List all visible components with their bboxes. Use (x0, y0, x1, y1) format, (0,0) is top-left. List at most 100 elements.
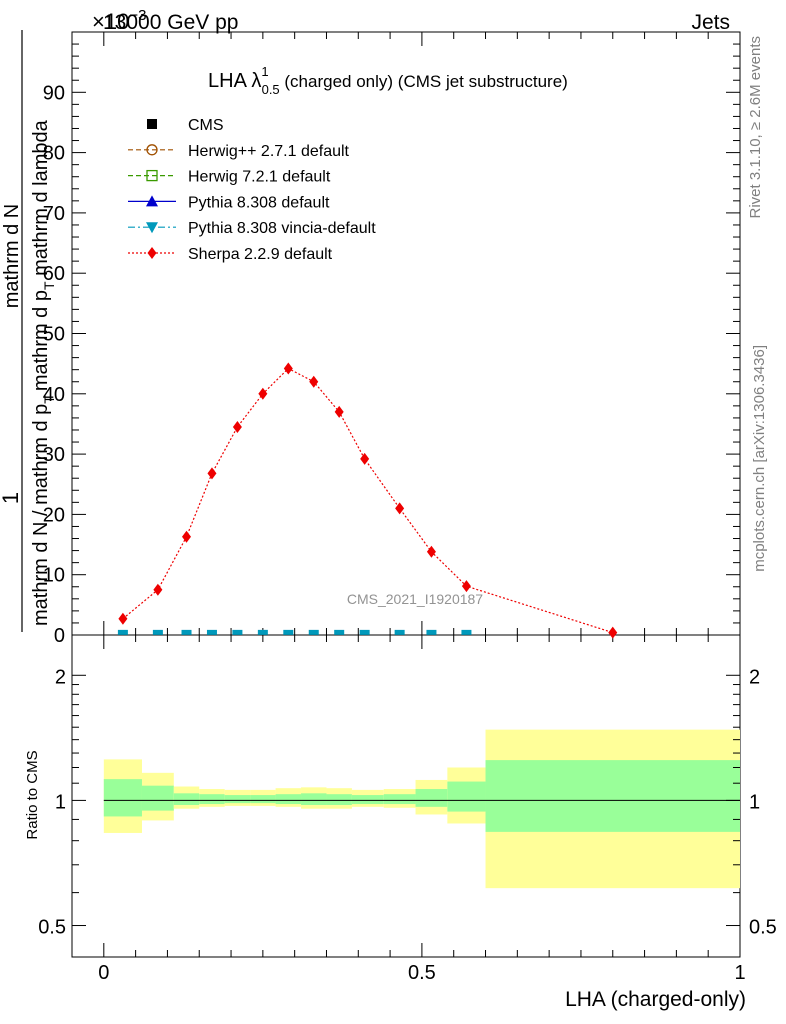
main-y-tick-label: 50 (43, 324, 65, 346)
ratio-band-inner (250, 795, 276, 804)
sherpa-point (461, 580, 471, 593)
ylabel-part-b: mathrm d p (30, 290, 52, 391)
header-process-label: Jets (691, 11, 730, 34)
plot-title-suffix: (charged only) (CMS jet substructure) (280, 72, 568, 91)
sherpa-point (426, 545, 436, 558)
sherpa-point (309, 375, 319, 388)
ylabel-part-b-sub: T (41, 281, 57, 290)
rivet-version-label: Rivet 3.1.10, ≥ 2.6M events (747, 36, 764, 219)
sherpa-line (122, 367, 613, 634)
main-y-tick-label: 90 (43, 82, 65, 104)
main-y-tick-label: 0 (54, 625, 65, 647)
cms-point (461, 629, 472, 635)
legend-entry-label: Herwig 7.2.1 default (188, 169, 331, 186)
main-plot-frame (71, 31, 741, 636)
x-tick-label: 0.5 (408, 962, 436, 984)
exponent-label: ×10−3 (92, 7, 146, 34)
cms-point (394, 629, 405, 635)
ylabel-part-a-sub: T (41, 395, 57, 404)
cms-point (206, 629, 217, 635)
ylabel-part-a: mathrm d N / mathrm d p (30, 404, 52, 626)
ylabel-top-part: mathrm d N / mathrm d pTmathrm d pT math… (30, 119, 57, 626)
sherpa-point (283, 362, 293, 375)
ratio-band-inner (224, 795, 251, 804)
sherpa-point (182, 530, 192, 543)
mcplots-label: mcplots.cern.ch [arXiv:1306.3436] (751, 345, 768, 572)
cms-point (117, 629, 128, 635)
main-y-tick-label: 60 (43, 263, 65, 285)
legend-marker (146, 195, 158, 207)
ratio-axis-ticks: 0.5 0.5 1 1 2 2 (38, 666, 777, 938)
legend-marker (147, 119, 157, 129)
plot-title-sub: 0.5 (262, 82, 280, 97)
ratio-y-tick-label-right: 0.5 (749, 917, 777, 939)
ratio-y-tick-label-right: 2 (749, 666, 760, 688)
x-tick-label: 1 (734, 962, 745, 984)
sherpa-point (608, 626, 618, 639)
legend-marker (147, 247, 157, 259)
main-y-tick-label: 30 (43, 444, 65, 466)
sherpa-point (258, 387, 268, 400)
ratio-band-inner (301, 793, 327, 805)
cms-point (257, 629, 268, 635)
cms-point (152, 629, 163, 635)
legend-entry-label: Pythia 8.308 vincia-default (188, 220, 376, 237)
legend: CMS Herwig++ 2.7.1 default Herwig 7.2.1 de… (128, 117, 376, 263)
main-y-tick-label: 70 (43, 203, 65, 225)
legend-marker (146, 169, 158, 182)
legend-entry-label: Herwig++ 2.7.1 default (188, 143, 350, 160)
legend-marker (146, 222, 158, 234)
ratio-band-inner (447, 781, 486, 812)
sherpa-point (334, 405, 344, 418)
ratio-y-tick-label: 2 (55, 666, 66, 688)
cms-point (308, 629, 319, 635)
legend-entry-label: Pythia 8.308 default (188, 194, 330, 211)
ratio-y-tick-label-right: 1 (749, 791, 760, 813)
x-tick-label: 0 (98, 962, 109, 984)
cms-point (181, 629, 192, 635)
legend-entry-label: CMS (188, 117, 224, 134)
main-y-axis-ticks: 0 10 20 30 40 50 60 70 80 90 (43, 43, 740, 647)
ratio-band-inner (351, 795, 384, 805)
ylabel-part-c: mathrm d lambda (30, 119, 52, 281)
ylabel-dn: mathrm d N (1, 204, 23, 308)
cms-point (334, 629, 345, 635)
main-y-tick-label: 20 (43, 504, 65, 526)
sherpa-point (395, 502, 405, 515)
ratio-band-inner (103, 779, 142, 817)
x-axis-label: LHA (charged-only) (565, 988, 746, 1011)
main-y-tick-label: 40 (43, 384, 65, 406)
sherpa-point (118, 612, 128, 625)
cms-point (359, 629, 370, 635)
main-y-tick-label: 10 (43, 565, 65, 587)
ratio-band-inner (326, 794, 352, 805)
ratio-band-inner (383, 794, 416, 805)
ylabel-numerator: 1 (0, 492, 23, 504)
plot-title-main: LHA λ (208, 70, 261, 92)
sherpa-point (207, 467, 217, 480)
main-series (117, 362, 618, 639)
ratio-bands (103, 729, 740, 889)
sherpa-point (153, 583, 163, 596)
plot-title-sup: 1 (261, 64, 268, 79)
legend-entry-label: Sherpa 2.2.9 default (188, 246, 333, 263)
exponent-power: −3 (129, 7, 146, 24)
ratio-band-inner (141, 785, 174, 811)
cms-point (232, 629, 243, 635)
ratio-y-tick-label: 1 (55, 791, 66, 813)
ratio-y-tick-label: 0.5 (38, 917, 66, 939)
sherpa-point (232, 420, 242, 433)
main-y-axis-label: 1 mathrm d N / mathrm d pTmathrm d pT ma… (0, 30, 57, 632)
ratio-band-inner (199, 794, 225, 805)
plot-title: LHA λ1 0.5 (charged only) (CMS jet substr… (208, 64, 568, 97)
analysis-watermark: CMS_2021_I1920187 (347, 591, 483, 607)
cms-point (426, 629, 437, 635)
ratio-band-inner (173, 793, 200, 805)
header-energy-label: 13000 GeV pp (103, 11, 238, 34)
ratio-y-axis-label: Ratio to CMS (24, 750, 41, 839)
sherpa-point (360, 452, 370, 465)
main-y-tick-label: 80 (43, 143, 65, 165)
cms-point (283, 629, 294, 635)
ratio-band-inner (275, 794, 302, 805)
